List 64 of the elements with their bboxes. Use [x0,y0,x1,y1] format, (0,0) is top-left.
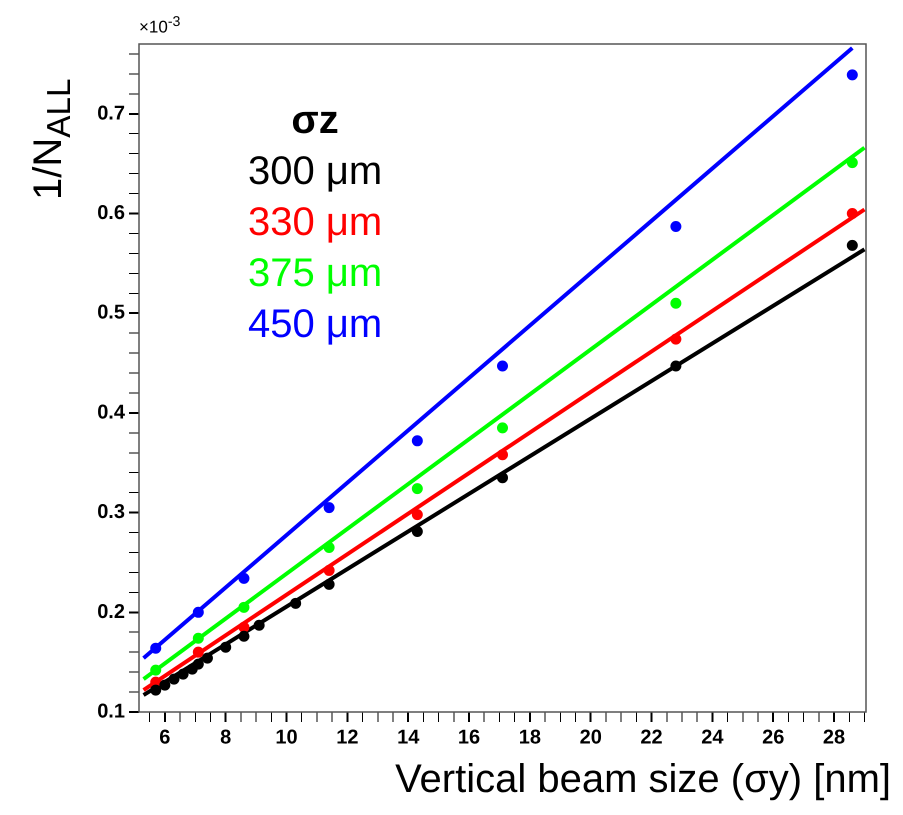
x-tick-label: 26 [762,726,784,749]
point [412,483,423,494]
point [670,220,682,232]
point [670,360,682,372]
point [670,298,682,309]
text: 330 μm [248,199,382,246]
point [324,502,335,514]
x-tick-label: 24 [701,726,724,749]
x-tick-label: 18 [518,726,541,749]
point [202,652,213,664]
y-tick-label: 0.6 [97,202,125,224]
point [168,674,180,685]
y-tick-label: 0.4 [97,401,126,424]
point [192,632,204,644]
point [290,598,302,609]
point [150,664,162,676]
point [846,157,858,168]
y-tick-label: 0.5 [97,302,125,324]
y-tick-label: 0.7 [97,102,125,124]
x-tick-label: 12 [336,726,358,749]
point [159,680,170,691]
x-tick-label: 20 [580,726,602,749]
point [846,240,858,251]
legend-title: σz [290,97,340,144]
point [192,658,204,670]
text: 375 μm [248,250,382,297]
point [846,69,858,80]
point [192,606,204,618]
point [412,435,423,446]
x-tick-label: 28 [822,726,846,749]
point [412,526,423,538]
point [412,509,423,520]
point [846,208,858,219]
point [324,578,335,590]
x-tick-label: 10 [275,726,298,749]
point [670,334,682,345]
point [150,642,162,654]
point [324,564,335,576]
x-tick-label: 14 [397,726,420,749]
point [238,622,250,633]
text: ×10$^{-3}$ [139,14,180,38]
point [238,572,250,584]
point [150,684,162,696]
point [220,642,232,653]
point [497,472,508,484]
point [192,646,204,658]
point [238,630,250,642]
text: 450 μm [248,301,382,348]
y-tick-label: 0.1 [97,700,125,723]
point [178,668,189,680]
x-tick-label: 22 [640,726,663,749]
point [238,602,250,613]
y-tick-label: 0.3 [97,501,125,524]
point [254,620,265,631]
point [497,449,508,460]
x-tick-label: 8 [220,726,232,749]
x-tick-label: 16 [458,726,480,749]
text: 300 μm [248,148,382,195]
x-tick-label: 6 [159,726,170,749]
point [497,360,508,372]
point [324,542,335,553]
y-tick-label: 0.2 [97,600,125,623]
point [497,422,508,434]
x-axis-title: Vertical beam size (σy) [nm] [395,757,891,802]
